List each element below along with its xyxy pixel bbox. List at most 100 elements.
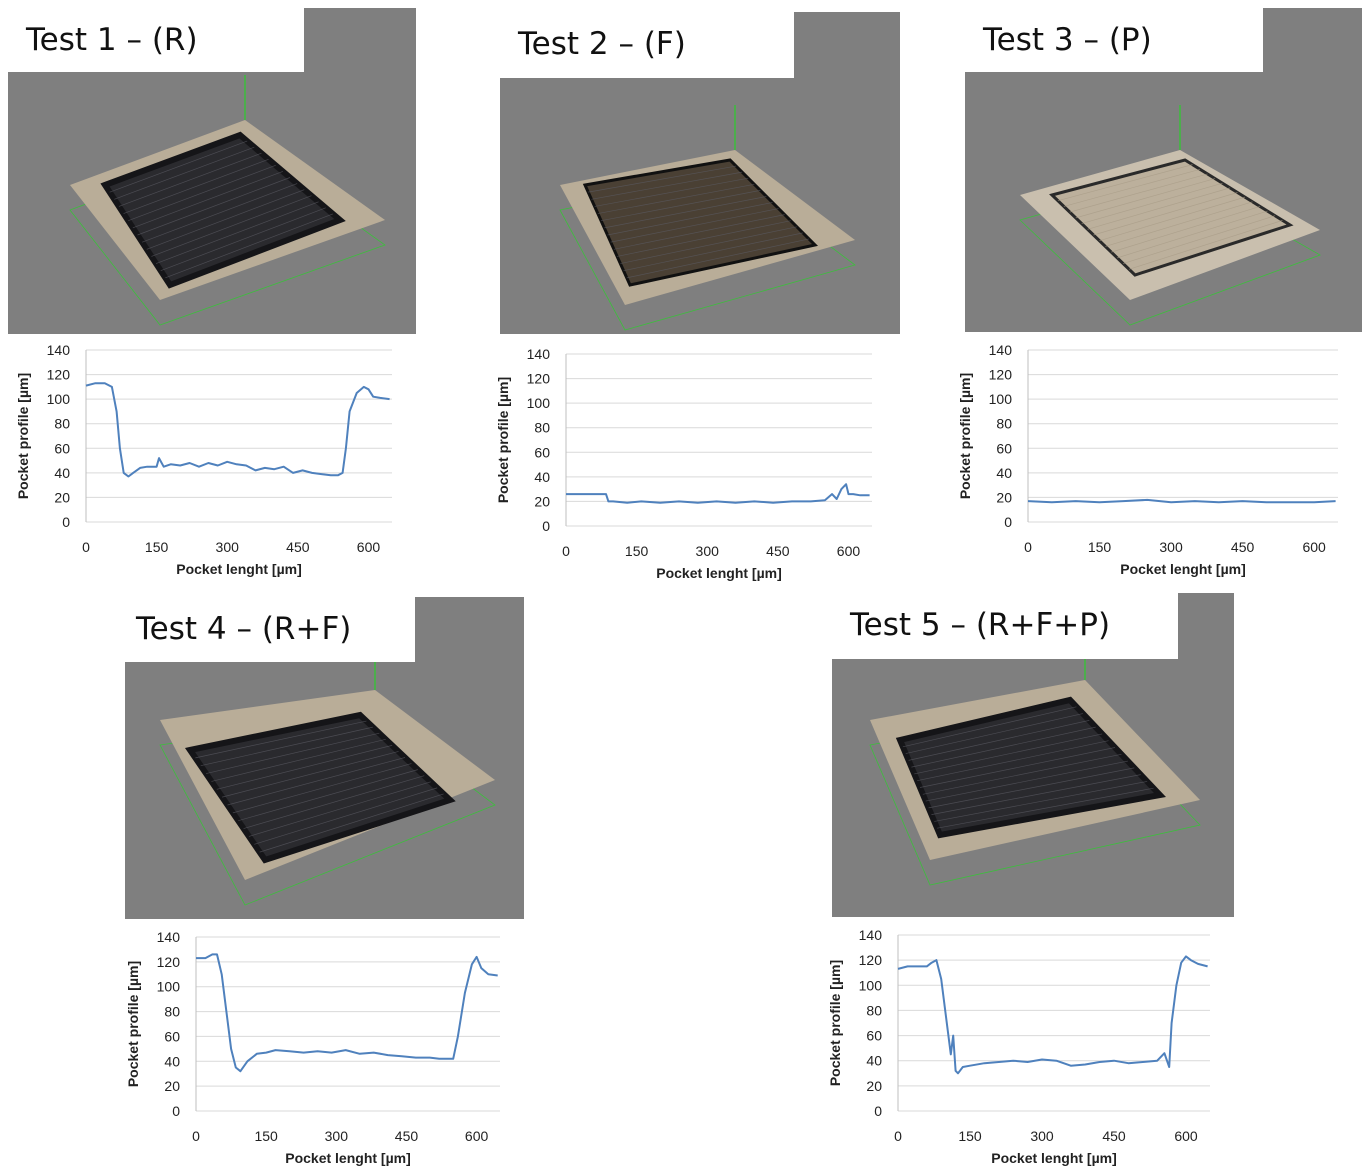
y-tick-label: 40 [54, 465, 70, 481]
y-tick-label: 120 [157, 954, 181, 970]
x-tick-label: 0 [562, 543, 570, 559]
x-tick-label: 0 [82, 539, 90, 555]
x-axis-title: Pocket lenght [µm] [991, 1150, 1117, 1166]
profile-series-line [566, 483, 870, 504]
y-tick-label: 140 [47, 342, 71, 358]
y-tick-label: 100 [859, 977, 883, 993]
y-tick-label: 120 [527, 371, 551, 387]
x-tick-label: 450 [286, 539, 310, 555]
chart-svg: 0 20 40 60 80 100 120 140 0 150 300 450 600 Pocket le… [495, 346, 872, 581]
y-tick-label: 100 [527, 395, 551, 411]
profile-series-line [1027, 498, 1336, 504]
texture-line [211, 738, 386, 782]
texture-line [238, 769, 418, 822]
texture-line [137, 177, 291, 236]
texture-line [232, 763, 412, 814]
y-tick-label: 80 [164, 1004, 180, 1020]
x-tick-label: 600 [837, 543, 861, 559]
test-panel-4: Test 4 – (R+F) 0 20 40 60 80 100 120 140 0 150 300… [118, 597, 524, 1171]
texture-line [626, 238, 810, 279]
y-tick-label: 120 [859, 952, 883, 968]
profile-chart: 0 20 40 60 80 100 120 140 0 150 300 450 600 Pocket le… [820, 921, 1234, 1169]
y-tick-label: 100 [157, 979, 181, 995]
surface-render-icon [869, 635, 1201, 886]
texture-line [146, 189, 305, 250]
texture-line [1063, 168, 1201, 207]
x-axis-title: Pocket lenght [µm] [1120, 561, 1246, 577]
y-tick-label: 0 [874, 1103, 882, 1119]
x-tick-label: 300 [696, 543, 720, 559]
y-tick-label: 140 [859, 927, 883, 943]
texture-line [591, 171, 743, 200]
y-tick-label: 20 [54, 489, 70, 505]
x-tick-label: 600 [1174, 1128, 1198, 1144]
texture-line [610, 208, 779, 243]
texture-line [1123, 215, 1276, 264]
y-tick-label: 120 [989, 367, 1013, 383]
y-tick-label: 80 [54, 416, 70, 432]
y-axis-title: Pocket profile [µm] [495, 377, 511, 503]
pocket-floor [895, 696, 1166, 839]
texture-line [142, 183, 298, 243]
x-tick-label: 450 [766, 543, 790, 559]
y-axis-title: Pocket profile [µm] [957, 373, 973, 499]
y-tick-label: 140 [527, 346, 551, 362]
texture-line [109, 140, 248, 193]
profile-series-line [897, 955, 1208, 1075]
texture-line [1057, 164, 1193, 202]
x-tick-label: 300 [1159, 539, 1183, 555]
texture-line [917, 740, 1109, 782]
texture-line [155, 201, 319, 264]
pocket-floor [184, 711, 456, 864]
y-axis-title: Pocket profile [µm] [125, 961, 141, 1087]
texture-line [165, 213, 333, 279]
texture-line [1087, 187, 1231, 230]
texture-line [908, 720, 1090, 761]
y-tick-label: 0 [62, 514, 70, 530]
pocket-floor [100, 131, 346, 289]
texture-line [1105, 201, 1253, 247]
texture-line [604, 196, 767, 229]
texture-line [620, 226, 797, 264]
texture-line [597, 183, 755, 214]
texture-line [195, 720, 367, 759]
texture-line [132, 171, 283, 229]
test-panel-5: Test 5 – (R+F+P) 0 20 40 60 80 100 120 140 0 150 3… [820, 593, 1234, 1171]
y-tick-label: 40 [534, 469, 550, 485]
y-tick-label: 60 [534, 444, 550, 460]
texture-line [222, 751, 399, 798]
x-tick-label: 0 [1024, 539, 1032, 555]
y-tick-label: 0 [542, 518, 550, 534]
texture-line [925, 760, 1128, 802]
profile-chart: 0 20 40 60 80 100 120 140 0 150 300 450 600 Pocket le… [950, 336, 1362, 580]
profile-chart: 0 20 40 60 80 100 120 140 0 150 300 450 600 Pocket le… [118, 923, 524, 1169]
x-axis-title: Pocket lenght [µm] [176, 561, 302, 577]
y-tick-label: 0 [172, 1103, 180, 1119]
test-panel-2: Test 2 – (F) 0 20 40 60 80 100 120 140 0 150 300 45… [488, 12, 900, 584]
x-tick-label: 0 [894, 1128, 902, 1144]
x-tick-label: 0 [192, 1128, 200, 1144]
y-tick-label: 100 [989, 391, 1013, 407]
x-tick-label: 150 [958, 1128, 982, 1144]
y-tick-label: 60 [996, 440, 1012, 456]
chart-svg: 0 20 40 60 80 100 120 140 0 150 300 450 600 Pocket le… [15, 342, 392, 577]
texture-line [1093, 192, 1238, 236]
texture-line [617, 220, 791, 257]
chart-svg: 0 20 40 60 80 100 120 140 0 150 300 450 600 Pocket le… [957, 342, 1338, 577]
x-tick-label: 600 [357, 539, 381, 555]
y-tick-label: 20 [996, 489, 1012, 505]
texture-line [1117, 210, 1268, 259]
chart-svg: 0 20 40 60 80 100 120 140 0 150 300 450 600 Pocket le… [125, 929, 500, 1166]
texture-line [216, 745, 393, 790]
texture-line [1099, 196, 1246, 242]
profile-series-line [196, 953, 498, 1073]
profile-chart: 0 20 40 60 80 100 120 140 0 150 300 450 600 Pocket le… [488, 340, 896, 584]
y-tick-label: 40 [164, 1053, 180, 1069]
texture-line [1111, 206, 1261, 253]
y-tick-label: 40 [866, 1053, 882, 1069]
surface-render-icon [159, 645, 496, 906]
x-tick-label: 600 [465, 1128, 489, 1144]
texture-line [200, 726, 373, 767]
texture-line [928, 767, 1135, 809]
y-tick-label: 60 [54, 440, 70, 456]
